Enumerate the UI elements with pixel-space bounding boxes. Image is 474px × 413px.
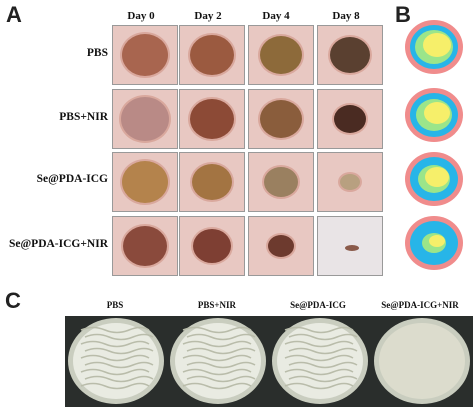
wound-photo xyxy=(317,152,383,212)
column-header-day-0: Day 0 xyxy=(127,10,155,22)
row-label-pbs-nir: PBS+NIR xyxy=(59,111,108,123)
panel-label-c: C xyxy=(5,288,21,313)
wound-photo xyxy=(248,152,314,212)
wound-photo xyxy=(179,25,245,85)
wound-trace xyxy=(403,18,465,76)
wound-photo xyxy=(317,89,383,149)
row-label-pbs: PBS xyxy=(86,47,108,59)
wound-photo xyxy=(179,152,245,212)
wound-trace xyxy=(403,86,465,144)
plate-label-pbs-nir: PBS+NIR xyxy=(197,300,237,310)
agar-plate xyxy=(371,316,473,407)
column-header-day-4: Day 4 xyxy=(262,10,290,22)
panel-label-b: B xyxy=(395,2,411,27)
wound-photo xyxy=(317,216,383,276)
wound-photo xyxy=(317,25,383,85)
row-label-se-pda-icg: Se@PDA-ICG xyxy=(36,173,108,185)
wound-photo xyxy=(248,216,314,276)
wound-photo xyxy=(112,216,178,276)
column-header-day-2: Day 2 xyxy=(194,10,222,22)
plate-label-se-pda-icg-nir: Se@PDA-ICG+NIR xyxy=(381,300,459,310)
wound-photo xyxy=(112,152,178,212)
plate-label-se-pda-icg: Se@PDA-ICG xyxy=(290,300,346,310)
agar-plate xyxy=(167,316,269,407)
wound-photo xyxy=(179,216,245,276)
wound-photo xyxy=(112,89,178,149)
agar-plate xyxy=(269,316,371,407)
agar-plate xyxy=(65,316,167,407)
wound-photo xyxy=(112,25,178,85)
wound-trace xyxy=(403,214,465,272)
wound-photo xyxy=(248,89,314,149)
column-header-day-8: Day 8 xyxy=(332,10,360,22)
wound-photo xyxy=(248,25,314,85)
row-label-se-pda-icg-nir: Se@PDA-ICG+NIR xyxy=(8,238,108,250)
panel-label-a: A xyxy=(6,2,22,27)
wound-trace xyxy=(403,150,465,208)
plate-label-pbs: PBS xyxy=(106,300,124,310)
wound-photo xyxy=(179,89,245,149)
